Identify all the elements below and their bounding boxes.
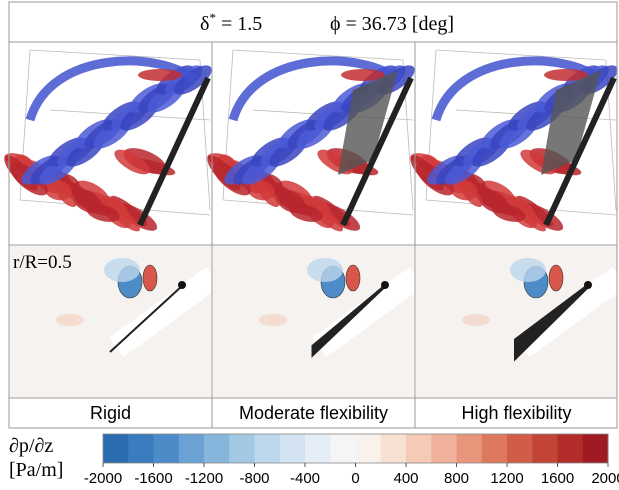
colorbar-tick-label: 2000 [591,470,619,487]
red-vortex [258,184,280,208]
colorbar-swatch [229,434,255,463]
wake-strip [312,267,424,357]
render-panel [207,49,415,232]
colorbar-tick-label: 0 [351,470,359,487]
red-vortex [289,204,323,222]
colorbar-tick-label: 800 [444,470,469,487]
delta-superscript: * [209,10,216,25]
wake-strip [109,267,221,357]
colorbar-unit: [Pa/m] [9,459,63,481]
colorbar-tick-label: 400 [393,470,418,487]
contour-panel [213,246,424,397]
red-vortex [55,184,77,208]
blue-ring [25,56,198,122]
section-label: r/R=0.5 [13,252,72,273]
contour-panel [10,246,221,397]
wake-strip [515,267,619,357]
colorbar-swatch [103,434,129,463]
red-tip [138,69,182,81]
render-panel [410,49,618,232]
colorbar-swatch [431,434,457,463]
colorbar-swatch [406,434,432,463]
colorbar-tick-label: -2000 [84,470,122,487]
colorbar-swatch [355,434,382,463]
box-edge [29,49,201,61]
plate-surface [541,70,601,175]
colorbar-tick-label: -1200 [185,470,223,487]
header-phi: ϕ = 36.73 [deg] [330,13,454,35]
pivot [584,281,592,289]
column-label: Moderate flexibility [239,403,388,423]
frame [8,1,618,429]
column-label: Rigid [90,403,131,423]
pos-blob-light [462,314,490,326]
red-tip [341,69,385,81]
colorbar-swatch [532,434,558,463]
blue-ring [228,56,401,122]
colorbar-swatch [305,434,331,463]
column-label: High flexibility [461,403,571,423]
pos-blob [548,264,564,292]
colorbar-tick-label: 1600 [541,470,574,487]
red-vortex [461,184,483,208]
render-panel [4,49,212,232]
blue-ring [431,56,604,122]
plate [543,76,617,227]
colorbar-swatch [128,434,154,463]
colorbar-tick-label: -400 [290,470,320,487]
colorbar-swatch [279,434,306,463]
red-tip [544,69,588,81]
red-vortex [86,204,120,222]
pos-blob-light [259,314,287,326]
pivot [381,281,389,289]
colorbar-tick-label: -1600 [134,470,172,487]
box-edge [232,49,404,61]
plate-surface [338,70,398,175]
neg-blob-light [104,258,140,282]
delta-value: = 1.5 [216,13,262,35]
plate-section [514,284,590,362]
colorbar-swatch [330,434,356,463]
red-vortex [492,204,526,222]
colorbar-tick-label: -800 [239,470,269,487]
box-edge [435,49,607,61]
contour-panel [416,246,619,397]
plate-section [311,284,387,358]
pos-blob [142,264,158,292]
pivot [178,281,186,289]
pos-blob-light [56,314,84,326]
header-delta: δ* = 1.5 [200,10,262,35]
colorbar-swatch [557,434,584,463]
colorbar-swatch [380,434,407,463]
neg-blob-light [307,258,343,282]
delta-symbol: δ [200,13,209,35]
red-vortex [114,149,150,175]
pos-blob [345,264,361,292]
neg-blob-light [510,258,546,282]
colorbar-swatch [178,434,205,463]
colorbar-swatch [254,434,281,463]
colorbar: -2000 -1600 -1200 -800 -400 0 400 800 1200 1600 20… [84,433,619,487]
colorbar-swatch [481,434,508,463]
plate [340,76,414,227]
colorbar-swatch [582,434,609,463]
panels [4,49,619,397]
colorbar-swatch [456,434,483,463]
plate [137,76,211,227]
colorbar-symbol: ∂p/∂z [9,435,53,457]
colorbar-swatch [153,434,180,463]
colorbar-tick-label: 1200 [490,470,523,487]
colorbar-swatch [204,434,230,463]
colorbar-swatch [507,434,533,463]
